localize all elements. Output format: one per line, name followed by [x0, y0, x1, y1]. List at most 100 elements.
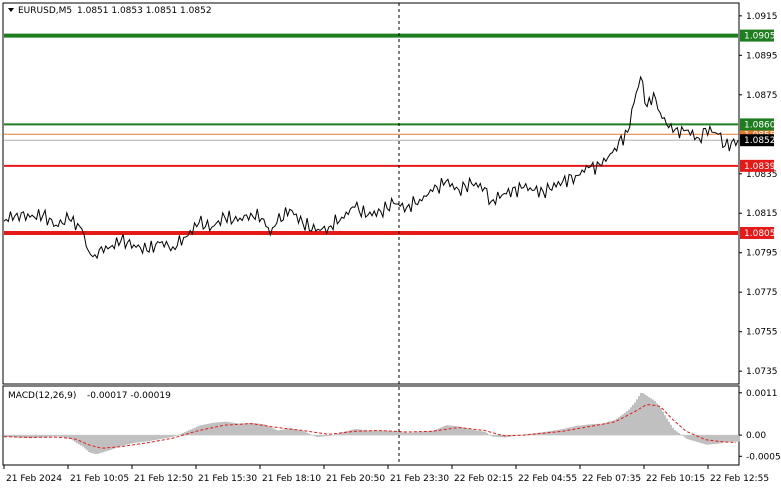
macd-histogram-bar: [224, 421, 226, 436]
macd-histogram-bar: [110, 435, 112, 450]
macd-histogram-bar: [722, 435, 724, 443]
macd-histogram-bar: [170, 435, 172, 438]
macd-histogram-bar: [546, 431, 548, 436]
macd-histogram-bar: [324, 435, 326, 437]
macd-histogram-bar: [20, 435, 22, 438]
macd-histogram-bar: [124, 435, 126, 446]
macd-histogram-bar: [142, 435, 144, 442]
macd-histogram-bar: [420, 432, 422, 436]
macd-histogram-bar: [102, 435, 104, 453]
macd-histogram-bar: [616, 418, 618, 436]
macd-histogram-bar: [398, 431, 400, 436]
macd-histogram-bar: [330, 435, 332, 436]
macd-histogram-bar: [410, 432, 412, 436]
macd-signal-line: [3, 404, 737, 449]
macd-histogram-bar: [80, 435, 82, 446]
macd-histogram-bar: [358, 429, 360, 436]
macd-histogram-bar: [478, 430, 480, 436]
macd-histogram-bar: [64, 435, 66, 438]
macd-histogram-bar: [612, 420, 614, 436]
macd-histogram-bar: [332, 434, 334, 436]
macd-histogram-bar: [248, 422, 250, 436]
macd-histogram-bar: [236, 423, 238, 436]
macd-histogram-bar: [42, 435, 44, 438]
macd-histogram-bar: [88, 435, 90, 453]
macd-header: MACD(12,26,9) -0.00017 -0.00019: [8, 391, 171, 401]
macd-histogram-bar: [68, 435, 70, 439]
macd-histogram-bar: [610, 421, 612, 436]
macd-histogram-bar: [570, 427, 572, 436]
macd-histogram-bar: [274, 429, 276, 436]
macd-histogram-bar: [260, 423, 262, 436]
macd-histogram-bar: [402, 432, 404, 436]
macd-histogram-bar: [564, 428, 566, 436]
time-tick-label: 22 Feb 12:55: [710, 474, 769, 484]
macd-histogram-bar: [272, 428, 274, 436]
macd-histogram-bar: [708, 435, 710, 445]
macd-histogram-bar: [662, 411, 664, 436]
macd-histogram-bar: [314, 435, 316, 437]
macd-histogram-bar: [46, 435, 48, 437]
macd-histogram-bar: [60, 435, 62, 437]
macd-histogram-bar: [426, 431, 428, 436]
macd-histogram-bar: [282, 429, 284, 436]
macd-histogram-bar: [660, 408, 662, 436]
price-series-line: [3, 75, 739, 260]
macd-histogram-bar: [318, 435, 320, 437]
macd-histogram-bar: [654, 400, 656, 436]
price-tick-label: 1.0815: [746, 209, 778, 219]
macd-histogram-bar: [18, 435, 20, 438]
macd-histogram-bar: [22, 435, 24, 438]
macd-histogram-bar: [638, 396, 640, 436]
time-tick-label: 21 Feb 18:10: [262, 474, 321, 484]
macd-histogram-bar: [390, 431, 392, 436]
macd-histogram-bar: [688, 435, 690, 440]
price-tick-label: 1.0875: [746, 91, 778, 101]
macd-histogram-bar: [496, 435, 498, 437]
time-tick-label: 22 Feb 04:55: [518, 474, 577, 484]
macd-histogram-bar: [380, 430, 382, 436]
macd-histogram-bar: [96, 435, 98, 455]
macd-histogram-bar: [78, 435, 80, 445]
macd-histogram-bar: [114, 435, 116, 449]
macd-histogram-bar: [628, 409, 630, 436]
macd-histogram-bar: [72, 435, 74, 441]
macd-histogram-bar: [76, 435, 78, 444]
macd-histogram-bar: [448, 425, 450, 436]
macd-histogram-bar: [458, 426, 460, 436]
macd-histogram-bar: [608, 421, 610, 436]
dropdown-arrow-icon[interactable]: [8, 8, 14, 12]
macd-histogram-bar: [678, 433, 680, 436]
macd-histogram-bar: [234, 423, 236, 436]
macd-histogram-bar: [526, 434, 528, 436]
macd-histogram-bar: [238, 423, 240, 436]
macd-histogram-bar: [222, 421, 224, 436]
macd-histogram-bar: [84, 435, 86, 449]
macd-histogram-bar: [576, 425, 578, 436]
macd-histogram-bar: [226, 421, 228, 436]
macd-histogram-bar: [128, 435, 130, 445]
current-price-tag: 1.0852: [740, 134, 776, 147]
macd-histogram-bar: [116, 435, 118, 448]
macd-histogram-bar: [296, 429, 298, 436]
macd-histogram-bar: [716, 435, 718, 444]
macd-histogram-bar: [262, 424, 264, 436]
macd-histogram-bar: [346, 431, 348, 436]
macd-histogram-bar: [520, 434, 522, 436]
macd-histogram-bar: [184, 432, 186, 436]
macd-histogram-bar: [356, 429, 358, 436]
macd-histogram-bar: [136, 435, 138, 443]
macd-histogram-bar: [220, 422, 222, 436]
macd-histogram-bar: [500, 435, 502, 438]
macd-histogram-bar: [214, 422, 216, 436]
macd-histogram-bar: [86, 435, 88, 451]
macd-histogram-bar: [620, 415, 622, 436]
macd-histogram-bar: [670, 424, 672, 436]
time-tick-label: 22 Feb 02:15: [454, 474, 513, 484]
macd-histogram-bar: [438, 428, 440, 436]
macd-histogram-bar: [412, 432, 414, 436]
macd-histogram-bar: [408, 432, 410, 436]
macd-histogram-bar: [710, 435, 712, 445]
macd-histogram-bar: [156, 435, 158, 440]
macd-histogram-bar: [394, 431, 396, 436]
